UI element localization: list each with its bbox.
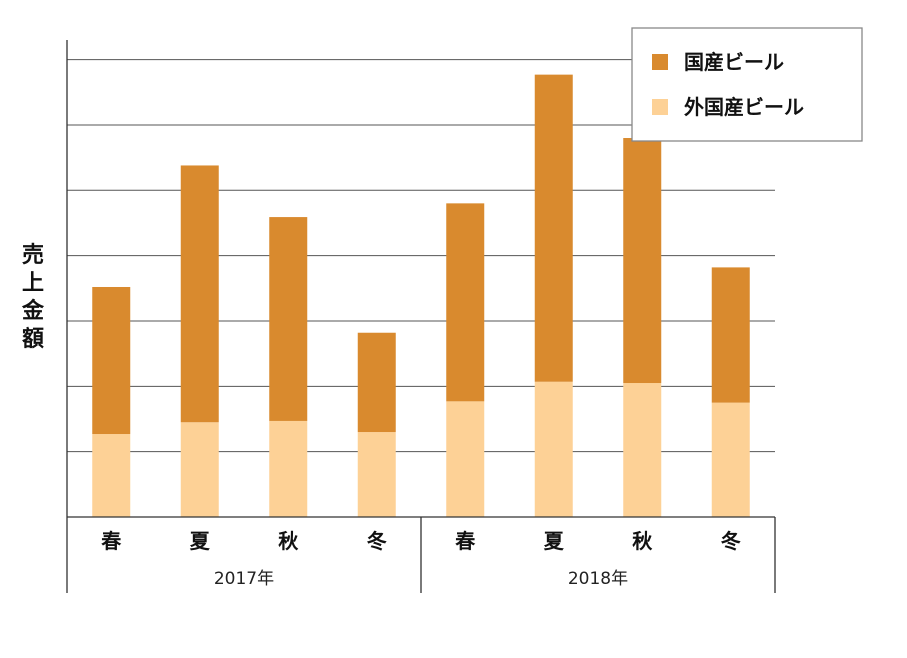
bar-imported-4: [357, 432, 396, 517]
x-tick-label-6: 夏: [544, 529, 565, 553]
legend-box: [631, 27, 863, 142]
bar-imported-5: [446, 401, 485, 517]
x-tick-label-7: 秋: [632, 529, 653, 553]
legend-label-1: 国産ビール: [684, 50, 784, 74]
bar-domestic-3: [269, 217, 308, 421]
bar-domestic-6: [534, 74, 573, 382]
legend-swatch-1: [652, 54, 668, 70]
group-label-2: 2018年: [568, 569, 628, 589]
x-tick-labels: 春夏秋冬春夏秋冬: [100, 529, 741, 553]
bar-imported-1: [92, 434, 131, 517]
bar-imported-6: [534, 381, 573, 517]
y-axis-label-text: 売上金額: [21, 242, 45, 352]
bar-imported-3: [269, 420, 308, 517]
bar-domestic-1: [92, 286, 131, 435]
x-tick-label-1: 春: [100, 529, 122, 553]
bar-domestic-7: [623, 138, 662, 384]
bar-imported-8: [711, 402, 750, 517]
bar-imported-7: [623, 383, 662, 517]
legend-swatch-2: [652, 99, 668, 115]
bars: [92, 74, 750, 517]
x-tick-label-8: 冬: [721, 529, 741, 553]
x-group-labels: 2017年 2018年: [214, 517, 776, 593]
x-tick-label-3: 秋: [278, 529, 299, 553]
bar-domestic-4: [357, 332, 396, 433]
x-tick-label-5: 春: [454, 529, 476, 553]
x-tick-label-2: 夏: [190, 529, 211, 553]
bar-domestic-8: [711, 267, 750, 403]
group-label-1: 2017年: [214, 569, 274, 589]
bar-domestic-2: [180, 165, 219, 423]
bar-domestic-5: [446, 203, 485, 402]
bar-imported-2: [180, 422, 219, 517]
x-tick-label-4: 冬: [367, 529, 387, 553]
y-axis-label: 売上金額: [21, 242, 45, 352]
legend-label-2: 外国産ビール: [684, 95, 804, 119]
